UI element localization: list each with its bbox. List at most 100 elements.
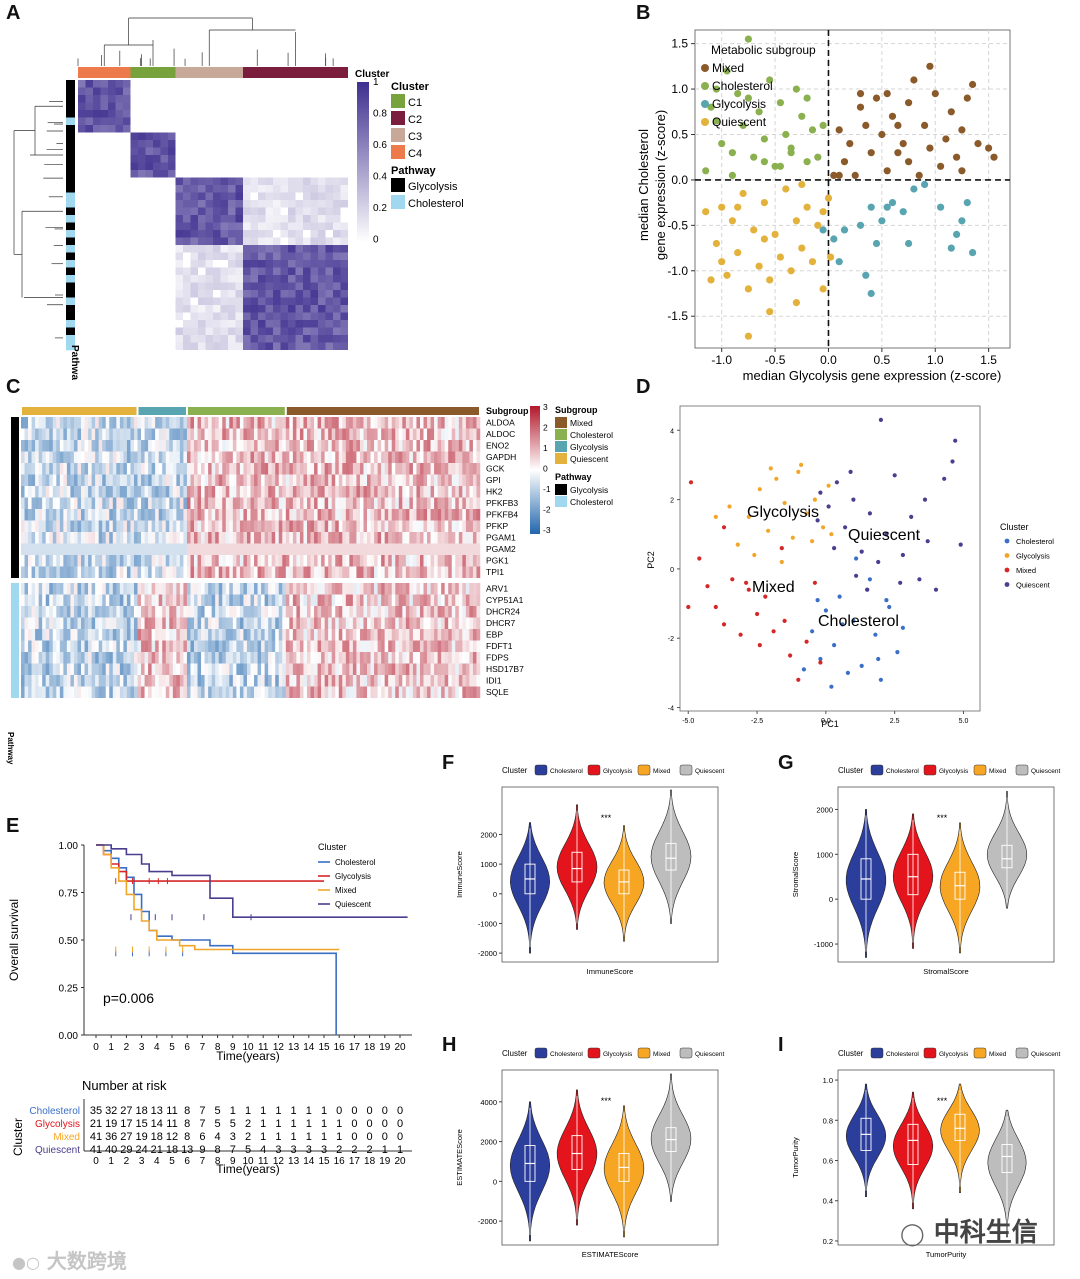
- heatmap-cell: [289, 686, 294, 698]
- heatmap-cell: [363, 532, 368, 544]
- data-point-mixed: [915, 171, 923, 179]
- matrix-cell: [280, 252, 288, 260]
- heatmap-cell: [268, 606, 272, 618]
- heatmap-cell: [296, 486, 301, 498]
- heatmap-cell: [419, 617, 424, 629]
- heatmap-cell: [190, 617, 195, 629]
- heatmap-cell: [73, 566, 78, 578]
- legend-label: Mixed: [712, 61, 744, 75]
- heatmap-cell: [377, 566, 382, 578]
- heatmap-cell: [123, 617, 128, 629]
- heatmap-cell: [254, 428, 258, 440]
- matrix-cell: [325, 185, 333, 193]
- heatmap-cell: [310, 497, 315, 509]
- heatmap-cell: [458, 428, 463, 440]
- heatmap-cell: [441, 486, 445, 498]
- data-point-mixed: [888, 112, 897, 120]
- heatmap-cell: [395, 520, 400, 532]
- heatmap-cell: [52, 652, 57, 664]
- heatmap-cell: [398, 463, 403, 475]
- heatmap-cell: [45, 675, 50, 687]
- heatmap-cell: [66, 675, 71, 687]
- heatmap-cell: [222, 686, 227, 698]
- heatmap-cell: [73, 497, 78, 509]
- heatmap-cell: [398, 474, 403, 486]
- heatmap-cell: [91, 675, 96, 687]
- heatmap-cell: [155, 606, 159, 618]
- heatmap-cell: [148, 474, 152, 486]
- data-point-mixed: [942, 135, 950, 143]
- legend-label: Glycolysis: [939, 1051, 969, 1058]
- heatmap-cell: [158, 640, 163, 652]
- heatmap-cell: [77, 594, 82, 606]
- heatmap-cell: [437, 686, 442, 698]
- heatmap-cell: [402, 509, 407, 521]
- heatmap-cell: [77, 675, 82, 687]
- heatmap-cell: [151, 686, 156, 698]
- heatmap-cell: [395, 532, 400, 544]
- heatmap-cell: [197, 520, 202, 532]
- heatmap-cell: [465, 543, 470, 555]
- heatmap-cell: [377, 532, 382, 544]
- legend-subgroup-title: Subgroup: [555, 405, 598, 415]
- data-point-quiescent: [771, 230, 779, 238]
- heatmap-cell: [155, 497, 159, 509]
- heatmap-cell: [412, 566, 417, 578]
- heatmap-cell: [427, 629, 431, 641]
- heatmap-cell: [112, 486, 117, 498]
- heatmap-cell: [225, 532, 230, 544]
- heatmap-cell: [374, 594, 378, 606]
- matrix-cell: [258, 320, 266, 328]
- heatmap-cell: [133, 451, 138, 463]
- heatmap-cell: [70, 543, 75, 555]
- heatmap-cell: [183, 606, 188, 618]
- heatmap-cell: [243, 566, 248, 578]
- data-point-quiescent: [734, 203, 742, 211]
- data-point-mixed: [804, 639, 809, 644]
- heatmap-cell: [59, 663, 64, 675]
- heatmap-cell: [169, 532, 174, 544]
- heatmap-cell: [469, 509, 474, 521]
- legend-swatch: [637, 764, 651, 776]
- heatmap-cell: [250, 509, 255, 521]
- heatmap-cell: [38, 440, 43, 452]
- heatmap-cell: [201, 497, 205, 509]
- legend-marker: [701, 64, 709, 72]
- x-tick-label: 0.0: [820, 353, 837, 367]
- risk-value: 29: [120, 1144, 132, 1156]
- heatmap-cell: [257, 497, 262, 509]
- heatmap-cell: [427, 497, 431, 509]
- heatmap-cell: [352, 566, 357, 578]
- heatmap-cell: [342, 474, 347, 486]
- heatmap-cell: [409, 652, 414, 664]
- heatmap-cell: [98, 555, 103, 567]
- heatmap-cell: [88, 640, 92, 652]
- data-point-quiescent: [739, 189, 747, 198]
- heatmap-cell: [285, 509, 290, 521]
- matrix-cell: [175, 305, 183, 313]
- heatmap-cell: [374, 463, 378, 475]
- gene-label: ALDOC: [486, 429, 515, 439]
- heatmap-cell: [444, 486, 449, 498]
- heatmap-cell: [282, 555, 287, 567]
- heatmap-cell: [398, 543, 403, 555]
- heatmap-cell: [303, 617, 308, 629]
- heatmap-cell: [275, 440, 279, 452]
- heatmap-cell: [204, 532, 209, 544]
- heatmap-cell: [261, 663, 265, 675]
- heatmap-cell: [52, 663, 57, 675]
- heatmap-cell: [137, 532, 142, 544]
- heatmap-cell: [264, 463, 269, 475]
- matrix-cell: [78, 102, 86, 110]
- matrix-cell: [303, 267, 311, 275]
- heatmap-cell: [141, 520, 145, 532]
- heatmap-cell: [321, 497, 325, 509]
- data-point-glycolysis: [810, 539, 815, 544]
- heatmap-cell: [423, 663, 428, 675]
- heatmap-cell: [363, 520, 368, 532]
- heatmap-cell: [356, 463, 361, 475]
- heatmap-cell: [151, 463, 156, 475]
- heatmap-cell: [472, 606, 477, 618]
- matrix-cell: [205, 320, 213, 328]
- heatmap-cell: [314, 532, 318, 544]
